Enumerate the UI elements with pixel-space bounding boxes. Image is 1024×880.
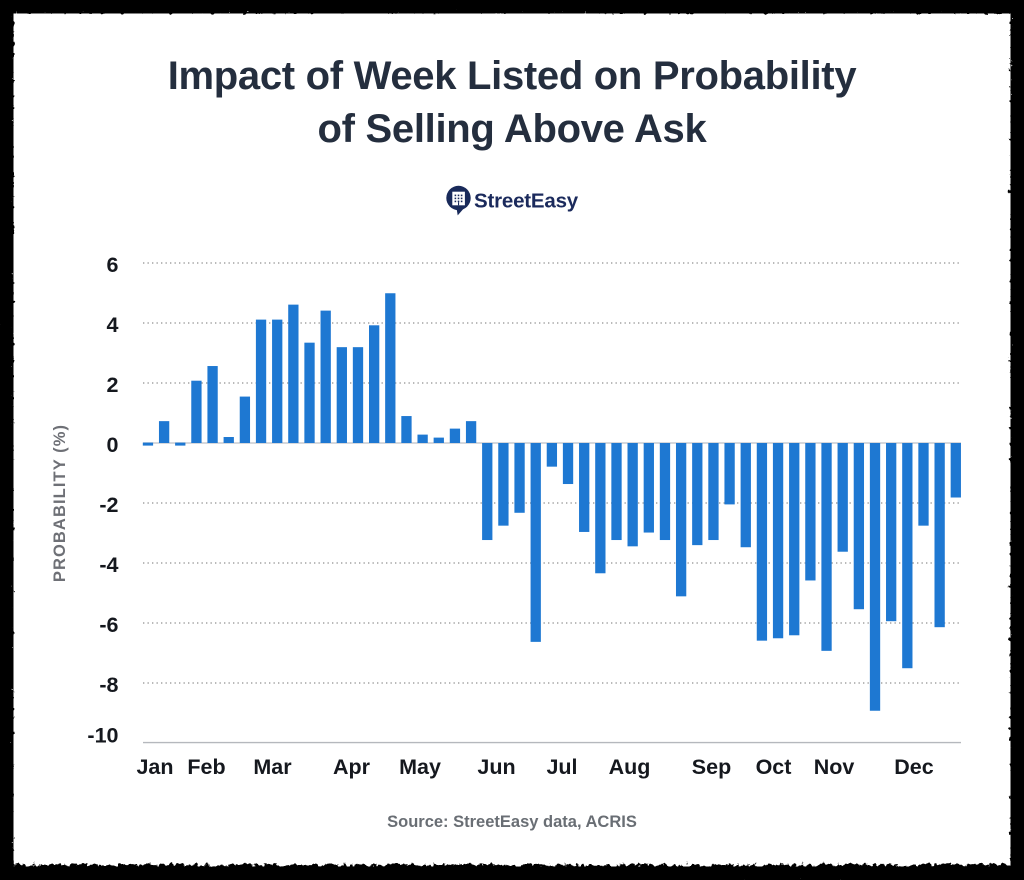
svg-text:Mar: Mar bbox=[253, 755, 292, 779]
svg-text:-8: -8 bbox=[99, 673, 118, 697]
svg-text:Dec: Dec bbox=[894, 755, 933, 779]
svg-text:Feb: Feb bbox=[187, 755, 225, 779]
svg-text:2: 2 bbox=[107, 373, 119, 397]
svg-text:-10: -10 bbox=[87, 724, 118, 748]
svg-text:Nov: Nov bbox=[814, 755, 855, 779]
svg-text:Jul: Jul bbox=[546, 755, 577, 779]
svg-text:Jan: Jan bbox=[136, 755, 173, 779]
svg-text:Oct: Oct bbox=[756, 755, 792, 779]
svg-text:PROBABILITY (%): PROBABILITY (%) bbox=[51, 424, 69, 582]
svg-text:Jun: Jun bbox=[477, 755, 515, 779]
svg-text:Apr: Apr bbox=[333, 755, 371, 779]
svg-text:6: 6 bbox=[107, 253, 119, 277]
svg-text:Aug: Aug bbox=[609, 755, 651, 779]
svg-text:4: 4 bbox=[107, 313, 119, 337]
svg-text:StreetEasy: StreetEasy bbox=[474, 189, 579, 212]
svg-text:0: 0 bbox=[107, 433, 119, 457]
svg-text:-2: -2 bbox=[99, 493, 118, 517]
svg-text:Sep: Sep bbox=[692, 755, 731, 779]
svg-text:-6: -6 bbox=[99, 613, 118, 637]
svg-text:-4: -4 bbox=[99, 553, 118, 577]
svg-text:May: May bbox=[399, 755, 441, 779]
